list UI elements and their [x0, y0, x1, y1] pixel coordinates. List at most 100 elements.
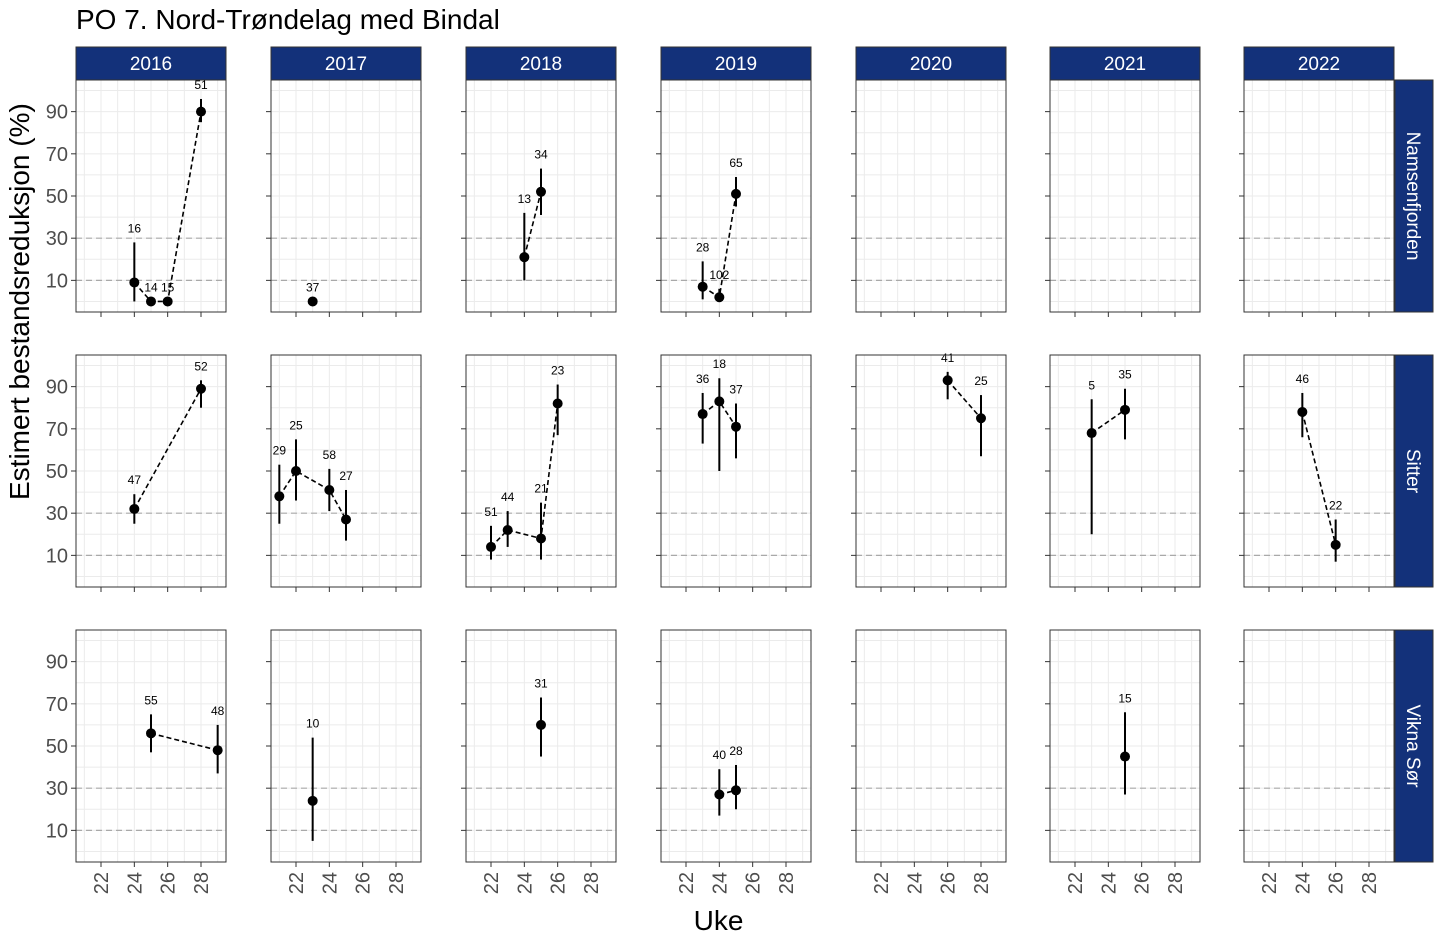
data-point — [274, 491, 285, 502]
sample-size-label: 58 — [323, 448, 337, 462]
x-tick-label: 22 — [481, 872, 503, 894]
panel-vikna-s-r-2022: 22 24 26 28 — [1239, 629, 1395, 894]
data-point — [291, 466, 301, 476]
sample-size-label: 48 — [211, 704, 225, 718]
y-tick-label: 10 — [46, 820, 68, 842]
sample-size-label: 15 — [1118, 691, 1132, 705]
y-tick-label: 10 — [46, 270, 68, 292]
trend-line — [150, 732, 218, 751]
data-point — [212, 745, 223, 756]
sample-size-label: 28 — [696, 240, 710, 254]
sample-size-label: 46 — [1296, 372, 1310, 386]
data-point — [731, 188, 741, 199]
y-tick-label: 50 — [46, 461, 68, 483]
data-point — [341, 514, 351, 525]
sample-size-label: 25 — [974, 374, 988, 388]
data-point — [536, 533, 546, 544]
data-point — [731, 785, 741, 796]
data-point — [486, 541, 496, 552]
year-strip-label: 2020 — [910, 54, 952, 75]
x-axis-label: Uke — [693, 905, 744, 936]
data-point — [552, 398, 563, 409]
year-strip-label: 2019 — [715, 54, 757, 75]
sample-size-label: 44 — [501, 490, 515, 504]
data-point — [697, 281, 708, 292]
trend-line — [133, 111, 202, 303]
panel-namsenfjorden-2017: 37 — [266, 79, 422, 317]
x-tick-label: 22 — [1259, 872, 1281, 894]
y-tick-label: 50 — [46, 736, 68, 758]
year-strip-label: 2018 — [520, 54, 562, 75]
sample-size-label: 65 — [729, 156, 743, 170]
x-tick-label: 26 — [743, 872, 765, 894]
data-point — [502, 525, 513, 536]
x-tick-label: 24 — [904, 872, 926, 894]
x-tick-label: 22 — [676, 872, 698, 894]
data-point — [942, 375, 953, 386]
sample-size-label: 10 — [306, 717, 320, 731]
sample-size-label: 102 — [709, 268, 729, 282]
sample-size-label: 31 — [534, 676, 548, 690]
panel-sitter-2021: 5 35 — [1045, 354, 1201, 592]
sample-size-label: 41 — [941, 351, 955, 365]
row-strip-namsenfjorden — [1394, 79, 1434, 313]
panel-sitter-2016: 47 52 10 30 50 70 90 — [46, 354, 227, 592]
trend-line — [490, 403, 559, 548]
sample-size-label: 51 — [194, 78, 208, 92]
trend-line — [278, 469, 347, 520]
sample-size-label: 37 — [306, 280, 320, 294]
panel-vikna-s-r-2018: 31 22 24 26 28 — [461, 629, 617, 894]
row-strip-label: Sitter — [1402, 449, 1423, 494]
data-point — [1086, 428, 1097, 439]
sample-size-label: 14 — [144, 280, 158, 294]
data-point — [1297, 406, 1308, 417]
x-tick-label: 24 — [1098, 872, 1120, 894]
year-strip-label: 2016 — [130, 54, 172, 75]
row-strip-label: Namsenfjorden — [1402, 132, 1423, 261]
trend-line — [1301, 411, 1337, 546]
sample-size-label: 37 — [729, 383, 743, 397]
trend-line — [947, 379, 982, 419]
data-point — [196, 383, 206, 394]
sample-size-label: 34 — [534, 148, 548, 162]
x-tick-label: 22 — [91, 872, 113, 894]
y-tick-label: 10 — [46, 545, 68, 567]
panel-vikna-s-r-2017: 10 22 24 26 28 — [266, 629, 422, 894]
y-tick-label: 70 — [46, 144, 68, 166]
y-tick-label: 90 — [46, 377, 68, 399]
year-strip-2022 — [1243, 46, 1395, 81]
y-tick-label: 30 — [46, 503, 68, 525]
data-point — [162, 296, 173, 307]
trend-line — [523, 191, 542, 258]
trend-line — [1091, 409, 1126, 434]
sample-size-label: 36 — [696, 372, 710, 386]
x-tick-label: 28 — [1165, 872, 1187, 894]
y-tick-label: 50 — [46, 186, 68, 208]
sample-size-label: 16 — [128, 221, 142, 235]
sample-size-label: 28 — [729, 744, 743, 758]
data-point — [536, 719, 546, 730]
x-tick-label: 28 — [581, 872, 603, 894]
x-tick-label: 26 — [158, 872, 180, 894]
x-tick-label: 26 — [1326, 872, 1348, 894]
sample-size-label: 23 — [551, 364, 565, 378]
sample-size-label: 15 — [161, 280, 175, 294]
panel-namsenfjorden-2016: 16 14 15 51 10 30 50 70 90 — [46, 78, 227, 317]
sample-size-label: 25 — [289, 418, 303, 432]
sample-size-label: 40 — [713, 748, 727, 762]
sample-size-label: 29 — [273, 444, 287, 458]
data-point — [731, 421, 741, 432]
data-point — [714, 292, 725, 303]
panel-vikna-s-r-2020: 22 24 26 28 — [851, 629, 1007, 894]
panel-vikna-s-r-2016: 55 48 10 30 50 70 90 22 24 26 28 — [46, 629, 227, 894]
year-strip-2021 — [1049, 46, 1201, 81]
year-strip-2017 — [270, 46, 422, 81]
sample-size-label: 51 — [484, 505, 498, 519]
row-strip-sitter — [1394, 354, 1434, 588]
x-tick-label: 24 — [514, 872, 536, 894]
